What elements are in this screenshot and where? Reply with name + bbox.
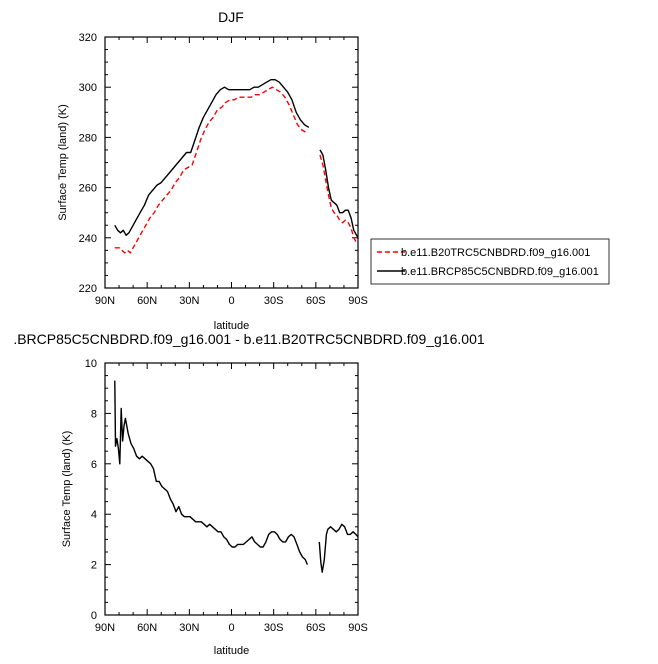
x-tick-label: 60S bbox=[306, 295, 326, 307]
x-tick-label: 0 bbox=[228, 622, 234, 634]
x-tick-label: 30N bbox=[179, 295, 199, 307]
x-tick-label: 30S bbox=[264, 295, 284, 307]
x-tick-label: 60N bbox=[137, 622, 157, 634]
series-line-0 bbox=[319, 154, 358, 244]
y-tick-label: 320 bbox=[79, 32, 97, 44]
legend-label: b.e11.BRCP85C5CNBDRD.f09_g16.001 bbox=[401, 266, 599, 278]
y-tick-label: 280 bbox=[79, 132, 97, 144]
y-tick-label: 260 bbox=[79, 183, 97, 195]
y-axis-label: Surface Temp (land) (K) bbox=[57, 104, 69, 221]
y-tick-label: 6 bbox=[91, 459, 97, 471]
y-tick-label: 10 bbox=[85, 358, 97, 370]
y-tick-label: 240 bbox=[79, 233, 97, 245]
x-tick-label: 90N bbox=[95, 622, 115, 634]
x-tick-label: 0 bbox=[228, 295, 234, 307]
x-tick-label: 30N bbox=[179, 622, 199, 634]
x-axis-label: latitude bbox=[214, 320, 249, 332]
chart-title: .BRCP85C5CNBDRD.f09_g16.001 - b.e11.B20T… bbox=[13, 331, 485, 347]
y-tick-label: 300 bbox=[79, 82, 97, 94]
x-tick-label: 90S bbox=[348, 295, 368, 307]
plot-frame bbox=[104, 362, 359, 616]
x-tick-label: 90S bbox=[348, 622, 368, 634]
plot-frame bbox=[104, 36, 359, 289]
series-line-0 bbox=[114, 86, 307, 254]
y-tick-label: 220 bbox=[79, 283, 97, 295]
y-tick-label: 0 bbox=[91, 610, 97, 622]
x-tick-label: 60S bbox=[306, 622, 326, 634]
x-tick-label: 60N bbox=[137, 295, 157, 307]
y-tick-label: 8 bbox=[91, 408, 97, 420]
series-line-1 bbox=[114, 79, 310, 236]
legend-label: b.e11.B20TRC5CNBDRD.f09_g16.001 bbox=[401, 247, 590, 259]
y-tick-label: 2 bbox=[91, 560, 97, 572]
legend-box bbox=[370, 238, 610, 285]
y-tick-label: 4 bbox=[91, 509, 97, 521]
x-axis-label: latitude bbox=[214, 645, 249, 657]
chart-title: DJF bbox=[218, 9, 244, 25]
series-line-0 bbox=[114, 380, 309, 565]
series-line-0 bbox=[318, 523, 359, 573]
x-tick-label: 90N bbox=[95, 295, 115, 307]
y-axis-label: Surface Temp (land) (K) bbox=[61, 431, 73, 548]
series-line-1 bbox=[319, 149, 359, 239]
x-tick-label: 30S bbox=[264, 622, 284, 634]
